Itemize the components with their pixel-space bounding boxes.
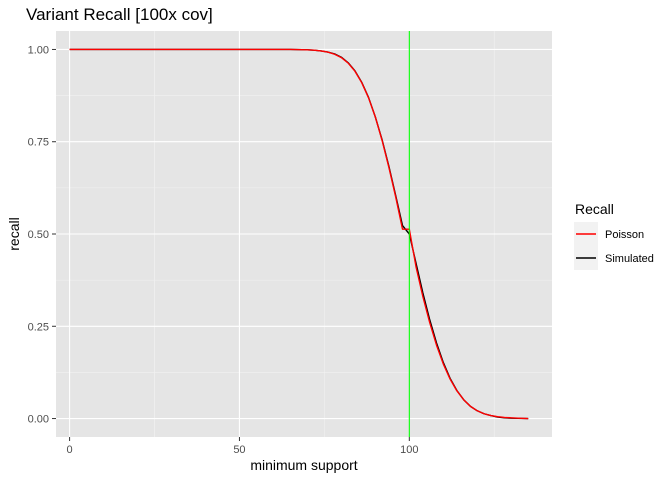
x-tick-label: 0	[67, 444, 73, 456]
y-tick-label: 0.00	[28, 414, 49, 426]
y-tick-label: 0.75	[28, 137, 49, 149]
legend: Recall Poisson Simulated	[574, 201, 654, 270]
legend-title: Recall	[575, 201, 614, 217]
y-tick-label: 0.25	[28, 321, 49, 333]
y-tick-label: 0.50	[28, 229, 49, 241]
x-tick-label: 50	[233, 444, 245, 456]
series-line-poisson	[69, 48, 529, 420]
chart-title: Variant Recall [100x cov]	[26, 5, 213, 24]
x-axis-ticks: 0 50 100	[67, 437, 418, 456]
series-layer	[69, 48, 529, 420]
legend-entry-label: Poisson	[605, 229, 644, 241]
y-axis-ticks: 0.00 0.25 0.50 0.75 1.00	[28, 44, 56, 426]
x-axis-label: minimum support	[250, 457, 357, 473]
legend-entries: Poisson Simulated	[574, 222, 654, 270]
legend-entry-label: Simulated	[605, 253, 654, 265]
x-tick-label: 100	[400, 444, 418, 456]
y-tick-label: 1.00	[28, 44, 49, 56]
y-axis-label: recall	[6, 217, 22, 250]
